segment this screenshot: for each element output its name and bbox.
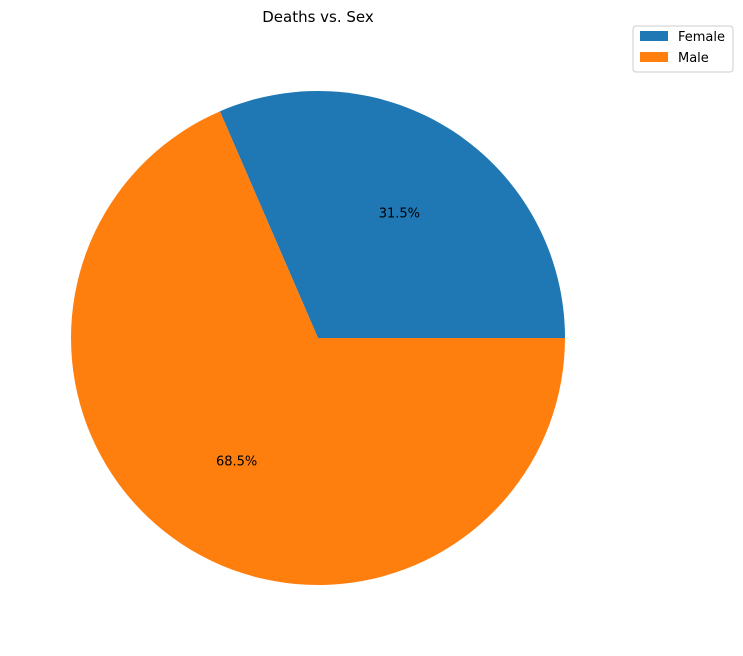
pie-slices	[70, 90, 565, 585]
legend-label-male: Male	[678, 51, 709, 66]
legend-label-female: Female	[678, 30, 725, 45]
legend: Female Male	[632, 25, 734, 73]
pie-labels: 31.5% 68.5%	[216, 207, 420, 470]
pie-label-male: 68.5%	[216, 454, 257, 469]
pie-slice-female	[219, 90, 565, 338]
legend-swatch-male	[640, 52, 668, 62]
legend-swatch-female	[640, 31, 668, 41]
pie-slice-male	[70, 111, 565, 585]
pie-label-female: 31.5%	[379, 207, 420, 222]
chart-title: Deaths vs. Sex	[262, 8, 374, 26]
